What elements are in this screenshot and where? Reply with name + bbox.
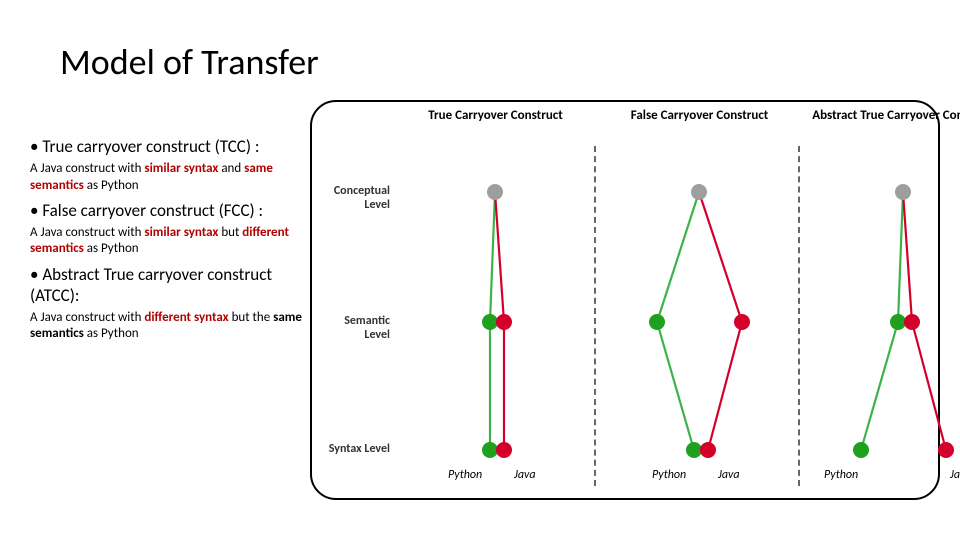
column-divider xyxy=(594,146,596,486)
node xyxy=(700,442,716,458)
axis-label-java: Java xyxy=(514,468,536,482)
slide-title: Model of Transfer xyxy=(60,40,319,84)
text: as Python xyxy=(84,178,139,193)
fcc-heading: False carryover construct (FCC) : xyxy=(30,200,310,221)
kw: similar syntax xyxy=(144,161,218,176)
panel-atcc xyxy=(806,174,960,494)
diagram-frame: True Carryover Construct False Carryover … xyxy=(310,100,940,500)
edge xyxy=(912,322,946,450)
axis-label-python: Python xyxy=(824,468,858,482)
node xyxy=(496,314,512,330)
fcc-sub: A Java construct with similar syntax but… xyxy=(30,225,310,258)
atcc-sub: A Java construct with different syntax b… xyxy=(30,310,310,343)
edge xyxy=(699,192,742,322)
text: as Python xyxy=(84,326,139,341)
text: and xyxy=(218,161,244,176)
tcc-heading: True carryover construct (TCC) : xyxy=(30,136,310,157)
edge xyxy=(657,322,694,450)
diagram: True Carryover Construct False Carryover … xyxy=(312,102,938,498)
node xyxy=(482,442,498,458)
axis-label-java: Java xyxy=(950,468,960,482)
node xyxy=(482,314,498,330)
axis-label-python: Python xyxy=(652,468,686,482)
edge xyxy=(708,322,742,450)
row-label: Semantic Level xyxy=(318,314,390,342)
edge xyxy=(861,322,898,450)
edge xyxy=(490,192,495,322)
node xyxy=(649,314,665,330)
node xyxy=(496,442,512,458)
panel-tcc xyxy=(398,174,593,494)
edge xyxy=(495,192,504,322)
tcc-sub: A Java construct with similar syntax and… xyxy=(30,161,310,194)
text: A Java construct with xyxy=(30,225,144,240)
kw: similar syntax xyxy=(144,225,218,240)
node xyxy=(686,442,702,458)
node xyxy=(890,314,906,330)
text: as Python xyxy=(84,241,139,256)
column-divider xyxy=(798,146,800,486)
column-title: Abstract True Carryover Construct xyxy=(806,108,960,123)
node xyxy=(734,314,750,330)
column-title: False Carryover Construct xyxy=(602,108,797,123)
kw: different syntax xyxy=(144,310,228,325)
atcc-heading: Abstract True carryover construct (ATCC)… xyxy=(30,264,310,307)
row-label: Conceptual Level xyxy=(318,184,390,212)
node xyxy=(487,184,503,200)
edge xyxy=(903,192,912,322)
axis-label-java: Java xyxy=(718,468,740,482)
slide: Model of Transfer True carryover constru… xyxy=(0,0,960,540)
node xyxy=(691,184,707,200)
edge xyxy=(657,192,699,322)
axis-label-python: Python xyxy=(448,468,482,482)
row-label: Syntax Level xyxy=(318,442,390,456)
definitions-block: True carryover construct (TCC) : A Java … xyxy=(30,130,310,349)
node xyxy=(853,442,869,458)
text: but xyxy=(218,225,242,240)
column-title: True Carryover Construct xyxy=(398,108,593,123)
node xyxy=(904,314,920,330)
edge xyxy=(898,192,903,322)
text: A Java construct with xyxy=(30,310,144,325)
text: A Java construct with xyxy=(30,161,144,176)
node xyxy=(938,442,954,458)
node xyxy=(895,184,911,200)
panel-fcc xyxy=(602,174,797,494)
text: but the xyxy=(229,310,273,325)
